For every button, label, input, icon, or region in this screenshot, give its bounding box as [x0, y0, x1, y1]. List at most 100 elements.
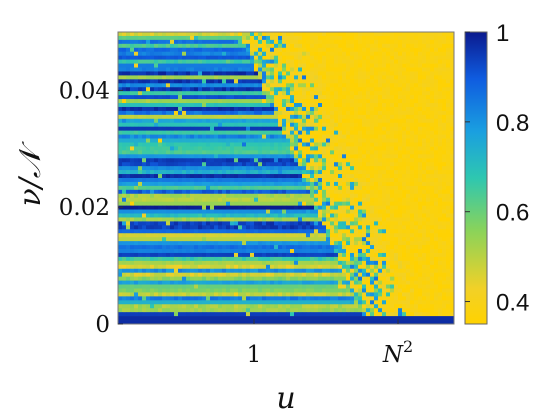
heatmap-cell [290, 193, 295, 199]
heatmap-cell [398, 32, 403, 37]
heatmap-cell [310, 99, 315, 104]
heatmap-cell [234, 71, 239, 76]
heatmap-cell [138, 276, 143, 281]
heatmap-cell [158, 193, 163, 199]
heatmap-cell [202, 150, 207, 155]
heatmap-cell [326, 170, 331, 175]
heatmap-cell [310, 256, 315, 262]
heatmap-cell [278, 138, 283, 143]
heatmap-cell [402, 213, 411, 218]
heatmap-cell [146, 35, 151, 41]
heatmap-cell [302, 99, 307, 104]
heatmap-cell [314, 205, 319, 210]
heatmap-cell [166, 178, 171, 183]
heatmap-cell [302, 260, 307, 266]
heatmap-cell [346, 150, 351, 155]
heatmap-cell [394, 51, 399, 56]
heatmap-cell [218, 217, 223, 222]
heatmap-cell [182, 71, 187, 76]
heatmap-cell [250, 197, 255, 202]
heatmap-cell [346, 237, 351, 242]
heatmap-cell [346, 174, 351, 179]
heatmap-cell [382, 122, 387, 128]
heatmap-cell [298, 99, 303, 104]
heatmap-cell [262, 241, 267, 246]
heatmap-cell [166, 142, 175, 147]
heatmap-cell [198, 51, 203, 56]
heatmap-cell [222, 87, 227, 92]
heatmap-cell [410, 110, 415, 116]
heatmap-cell [386, 213, 391, 218]
heatmap-cell [274, 95, 279, 100]
heatmap-cell [158, 260, 163, 266]
heatmap-cell [230, 178, 235, 183]
heatmap-cell [378, 181, 383, 187]
heatmap-cell [310, 87, 315, 92]
heatmap-cell [210, 142, 215, 147]
heatmap-cell [266, 205, 271, 210]
heatmap-cell [402, 178, 407, 183]
heatmap-cell [374, 130, 379, 135]
heatmap-cell [382, 249, 387, 254]
heatmap-cell [406, 185, 411, 191]
heatmap-cell [322, 142, 327, 147]
heatmap-cell [394, 122, 399, 128]
heatmap-cell [434, 264, 439, 270]
heatmap-cell [150, 103, 155, 108]
heatmap-cell [278, 229, 283, 234]
heatmap-cell [334, 256, 339, 262]
heatmap-cell [390, 193, 395, 199]
heatmap-cell [278, 245, 283, 250]
heatmap-cell [298, 225, 303, 230]
heatmap-cell [278, 71, 283, 76]
heatmap-cell [306, 114, 311, 120]
heatmap-cell [138, 142, 143, 147]
heatmap-cell [374, 201, 379, 206]
heatmap-cell [194, 75, 199, 80]
heatmap-cell [118, 39, 123, 45]
heatmap-cell [206, 162, 211, 167]
heatmap-cell [202, 103, 207, 108]
heatmap-cell [126, 256, 131, 262]
heatmap-cell [138, 59, 143, 64]
heatmap-cell [238, 59, 243, 64]
heatmap-cell [226, 241, 231, 246]
heatmap-cell [322, 174, 327, 179]
heatmap-cell [382, 79, 387, 84]
heatmap-cell [330, 166, 335, 171]
heatmap-cell [374, 47, 379, 53]
heatmap-cell [270, 217, 275, 222]
heatmap-cell [262, 43, 267, 49]
heatmap-cell [330, 237, 335, 242]
heatmap-cell [190, 91, 195, 96]
heatmap-cell [434, 162, 439, 167]
heatmap-cell [262, 197, 267, 202]
heatmap-cell [414, 51, 419, 56]
heatmap-cell [330, 181, 335, 187]
heatmap-cell [230, 256, 235, 262]
heatmap-cell [358, 170, 363, 175]
heatmap-cell [146, 134, 151, 139]
heatmap-cell [374, 158, 379, 163]
heatmap-cell [118, 134, 123, 139]
heatmap-cell [346, 233, 351, 238]
heatmap-cell [126, 103, 131, 108]
heatmap-cell [134, 245, 139, 250]
heatmap-cell [446, 201, 451, 206]
heatmap-cell [354, 241, 359, 246]
heatmap-cell [298, 63, 303, 68]
heatmap-cell [286, 181, 291, 187]
heatmap-cell [442, 83, 451, 88]
heatmap-cell [270, 142, 275, 147]
heatmap-cell [390, 103, 395, 108]
heatmap-cell [418, 193, 423, 199]
heatmap-cell [346, 138, 351, 143]
heatmap-cell [254, 138, 259, 143]
heatmap-cell [310, 91, 315, 96]
heatmap-cell [410, 229, 415, 234]
heatmap-cell [182, 174, 187, 179]
heatmap-cell [278, 189, 283, 195]
heatmap-cell [134, 134, 139, 139]
heatmap-cell [406, 142, 411, 147]
heatmap-cell [350, 264, 355, 270]
